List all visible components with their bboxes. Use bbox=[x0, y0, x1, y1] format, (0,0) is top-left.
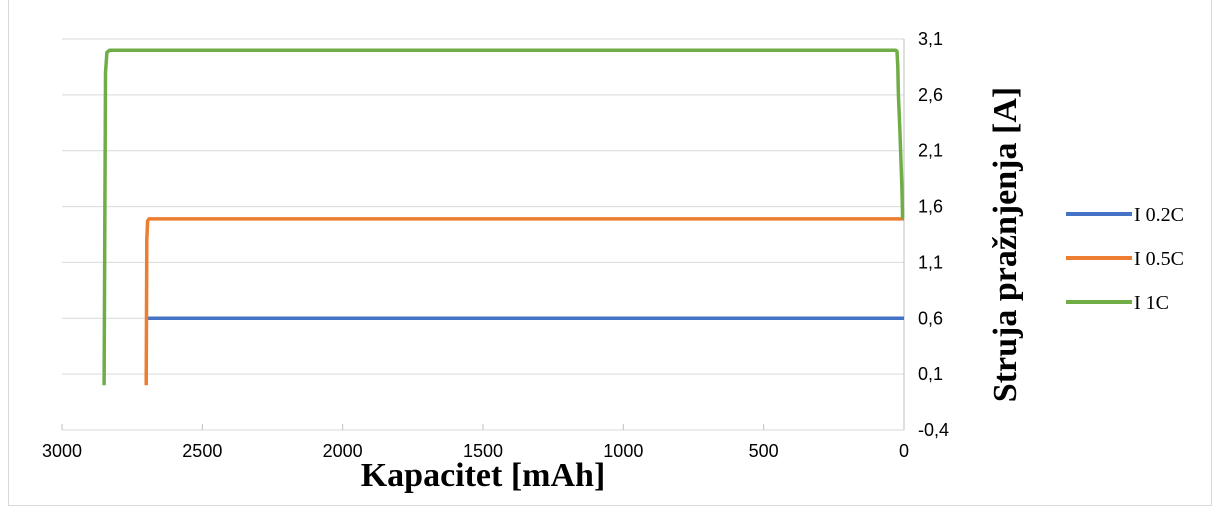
x-tick-label: 500 bbox=[749, 441, 779, 461]
legend: I 0.2C I 0.5C I 1C bbox=[1066, 204, 1184, 314]
x-tick-label: 0 bbox=[899, 441, 909, 461]
legend-label: I 1C bbox=[1134, 292, 1169, 314]
legend-label: I 0.5C bbox=[1134, 248, 1184, 270]
y-tick-label: 3,1 bbox=[918, 29, 943, 49]
y-tick-label: 1,1 bbox=[918, 252, 943, 272]
chart-frame bbox=[8, 0, 1212, 506]
x-tick-label: 3000 bbox=[42, 441, 82, 461]
y-tick-label: -0,4 bbox=[918, 420, 949, 440]
series-lines bbox=[102, 48, 905, 386]
series-line bbox=[144, 217, 904, 386]
x-tick-label: 1000 bbox=[603, 441, 643, 461]
y-axis-title: Struja pražnjenja [A] bbox=[987, 87, 1024, 402]
y-tick-label: 1,6 bbox=[918, 197, 943, 217]
x-tick-label: 2500 bbox=[182, 441, 222, 461]
x-axis-title: Kapacitet [mAh] bbox=[361, 457, 606, 494]
y-tick-label: 0,6 bbox=[918, 308, 943, 328]
x-axis: 3000 2500 2000 1500 1000 500 0 bbox=[42, 424, 909, 461]
y-axis: -0,4 0,1 0,6 1,1 1,6 2,1 2,6 3,1 bbox=[903, 29, 949, 440]
legend-label: I 0.2C bbox=[1134, 204, 1184, 226]
x-tick-label: 1500 bbox=[463, 441, 503, 461]
series-line bbox=[102, 48, 905, 386]
x-tick-label: 2000 bbox=[323, 441, 363, 461]
y-tick-label: 2,6 bbox=[918, 85, 943, 105]
grid-lines bbox=[62, 38, 904, 431]
y-tick-label: 0,1 bbox=[918, 364, 943, 384]
y-tick-label: 2,1 bbox=[918, 141, 943, 161]
